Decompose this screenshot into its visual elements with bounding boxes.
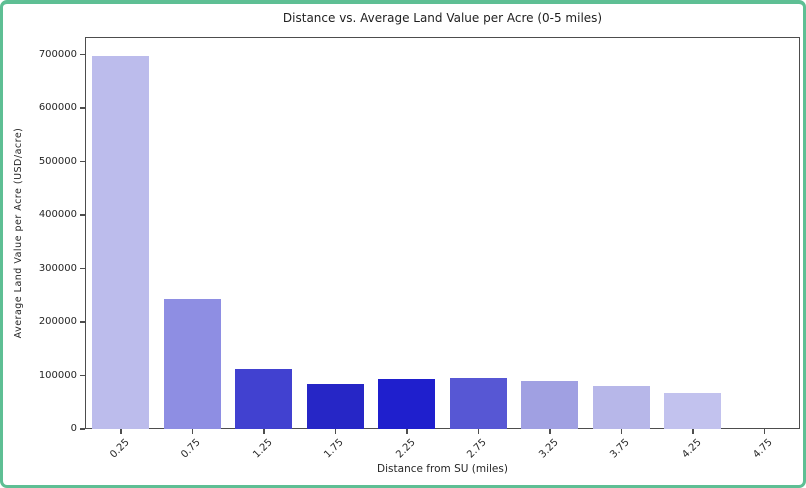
- y-tick-label: 0: [70, 423, 77, 434]
- x-tick-mark: [477, 429, 479, 434]
- bar: [664, 392, 722, 429]
- x-tick-mark: [620, 429, 622, 434]
- y-tick-mark: [80, 53, 85, 56]
- y-tick-mark: [80, 428, 85, 430]
- x-tick-mark: [692, 429, 694, 434]
- y-tick-label: 600000: [38, 102, 77, 114]
- y-tick-mark: [80, 160, 85, 163]
- y-tick-mark: [80, 321, 85, 323]
- y-tick-mark: [80, 374, 85, 377]
- chart-title: Distance vs. Average Land Value per Acre…: [282, 11, 603, 25]
- y-tick-mark: [80, 214, 85, 216]
- x-tick-mark: [763, 429, 765, 434]
- y-tick-mark: [80, 107, 85, 109]
- x-tick-mark: [263, 429, 265, 434]
- x-axis-label: Distance from SU (miles): [377, 463, 508, 475]
- y-tick-label: 700000: [38, 48, 77, 60]
- x-tick-mark: [549, 429, 551, 434]
- x-tick-mark: [334, 429, 336, 434]
- y-tick-label: 100000: [38, 369, 77, 381]
- bar: [163, 299, 221, 429]
- bar: [592, 386, 650, 429]
- bar: [449, 377, 507, 429]
- x-tick-mark: [406, 429, 408, 434]
- bar: [92, 55, 150, 429]
- y-tick-label: 200000: [38, 316, 77, 328]
- y-tick-mark: [80, 267, 85, 270]
- bar: [521, 380, 579, 429]
- x-tick-mark: [191, 429, 193, 434]
- x-tick-mark: [120, 429, 122, 434]
- bar: [235, 369, 293, 429]
- y-tick-label: 500000: [38, 155, 77, 167]
- bar: [378, 379, 436, 429]
- y-tick-label: 400000: [38, 209, 77, 221]
- bar: [306, 384, 364, 429]
- y-tick-label: 300000: [38, 262, 77, 274]
